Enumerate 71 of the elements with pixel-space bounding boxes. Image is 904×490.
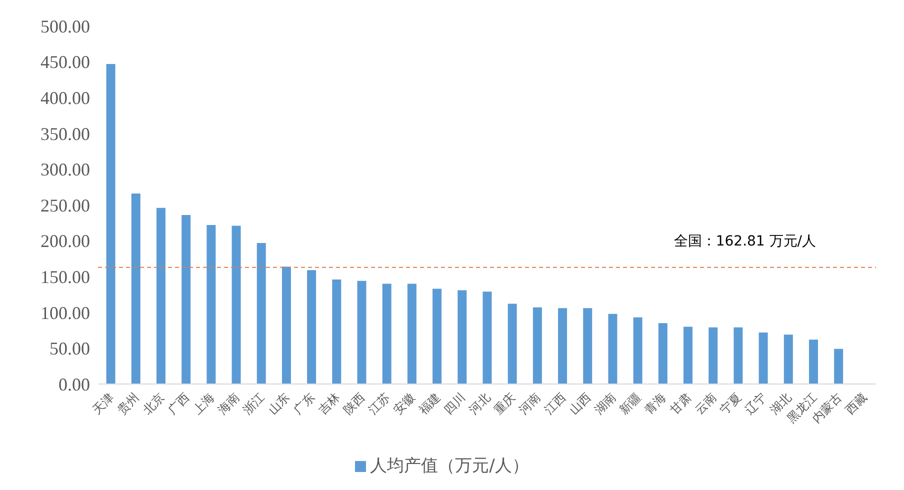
bar [658, 323, 668, 384]
ref-line-label: 全国：162.81 万元/人 [674, 233, 816, 250]
bar [282, 266, 291, 384]
x-tick-label: 浙江 [240, 390, 268, 418]
x-tick-label: 云南 [692, 390, 719, 418]
bar [784, 334, 793, 384]
x-tick-label: 海南 [215, 390, 242, 418]
x-tick-label: 湖南 [592, 390, 619, 418]
y-tick-label: 450.00 [40, 52, 90, 72]
x-tick-label: 江苏 [366, 390, 393, 418]
x-tick-label: 辽宁 [742, 390, 770, 418]
y-tick-label: 150.00 [40, 266, 90, 287]
x-tick-label: 山西 [566, 390, 594, 418]
bar [382, 284, 392, 384]
bar [708, 327, 718, 384]
bar [684, 326, 693, 384]
bar [482, 292, 492, 384]
bar [458, 290, 467, 384]
x-tick-label: 福建 [416, 390, 443, 418]
x-tick-label: 青海 [642, 390, 669, 418]
bar [532, 307, 542, 384]
x-tick-label: 江西 [542, 390, 568, 418]
bar [608, 314, 618, 384]
bar [734, 327, 743, 384]
x-tick-label: 陕西 [340, 390, 368, 418]
x-tick-label: 重庆 [491, 390, 518, 418]
bar [633, 317, 642, 384]
x-tick-label: 甘肃 [667, 390, 694, 418]
y-tick-label: 250.00 [40, 195, 90, 216]
x-tick-label: 四川 [441, 390, 468, 418]
bar [206, 225, 216, 384]
y-tick-label: 350.00 [40, 124, 90, 144]
x-tick-label: 安徽 [390, 390, 418, 418]
y-tick-label: 200.00 [40, 231, 90, 252]
x-tick-label: 西藏 [842, 390, 870, 418]
x-tick-label: 河北 [466, 390, 494, 418]
bar [256, 242, 266, 384]
bar [834, 348, 844, 384]
x-tick-label: 新疆 [616, 390, 644, 418]
x-tick-label: 河南 [516, 390, 544, 418]
bar [156, 208, 166, 384]
y-tick-label: 0.00 [58, 374, 90, 394]
bar [432, 288, 442, 384]
bar [407, 284, 416, 384]
bar [583, 308, 592, 384]
bar [558, 308, 568, 384]
bar [808, 340, 818, 384]
bar [232, 226, 241, 384]
bar [106, 64, 116, 384]
bar [307, 270, 316, 384]
x-tick-label: 广东 [290, 390, 318, 418]
bar [332, 279, 342, 384]
y-tick-label: 300.00 [40, 160, 90, 180]
bar [357, 280, 366, 384]
x-tick-label: 山东 [265, 390, 292, 418]
bar [182, 215, 191, 384]
x-tick-label: 北京 [140, 390, 167, 418]
bar [508, 304, 517, 384]
legend-label: 人均产值（万元/人） [370, 456, 529, 476]
x-tick-label: 贵州 [114, 390, 142, 418]
x-tick-label: 宁夏 [717, 390, 744, 418]
bar [131, 194, 140, 384]
x-tick-label: 上海 [190, 390, 218, 418]
y-tick-label: 500.00 [40, 16, 90, 36]
x-tick-label: 天津 [90, 390, 117, 418]
y-tick-label: 100.00 [40, 302, 90, 323]
x-tick-label: 吉林 [316, 390, 343, 418]
y-tick-label: 50.00 [50, 338, 90, 359]
y-tick-label: 400.00 [40, 88, 90, 108]
bar [758, 332, 768, 384]
x-tick-label: 广西 [165, 390, 192, 418]
